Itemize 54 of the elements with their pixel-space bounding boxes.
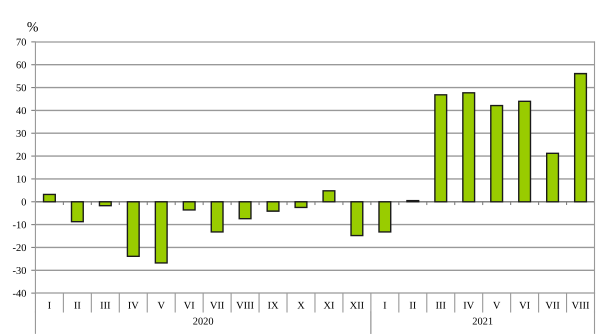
x-tick-label: II	[74, 302, 80, 309]
bar	[322, 190, 336, 202]
x-tick-label: VIII	[236, 302, 254, 309]
bar	[238, 201, 252, 220]
bar	[518, 100, 532, 202]
bar	[126, 201, 140, 258]
y-tick-label: 0	[22, 198, 26, 206]
bar	[70, 201, 84, 222]
bar	[378, 201, 392, 233]
x-tick-label: III	[100, 302, 110, 309]
bar	[574, 72, 588, 202]
y-tick-label: 60	[16, 61, 26, 68]
x-tick-label: VI	[184, 302, 194, 309]
x-tick-label: I	[383, 302, 386, 309]
x-tick-label: IV	[464, 302, 474, 309]
x-tick-label: V	[493, 302, 500, 309]
text: 2020	[193, 318, 214, 325]
bar	[350, 201, 364, 236]
y-tick-label: -20	[12, 244, 26, 252]
bar	[210, 201, 224, 233]
y-axis-title: %	[27, 22, 38, 32]
x-tick-label: VI	[519, 302, 530, 309]
y-tick-label: -40	[12, 290, 26, 297]
x-tick-label: V	[158, 302, 165, 309]
y-tick-label: 70	[16, 38, 26, 46]
y-tick-label: -10	[12, 221, 26, 228]
x-tick-label: IX	[268, 302, 278, 309]
y-tick-label: 20	[16, 152, 26, 160]
x-tick-label: I	[48, 302, 51, 309]
x-tick-label: III	[436, 302, 446, 309]
x-tick-label: XII	[350, 302, 364, 309]
y-tick-label: 10	[16, 176, 26, 183]
y-tick-label: 40	[16, 107, 26, 114]
x-tick-label: VII	[210, 302, 224, 309]
bar	[462, 92, 476, 202]
bar	[154, 201, 168, 264]
bar	[266, 201, 280, 212]
bar	[490, 104, 504, 202]
bar	[42, 194, 56, 202]
x-tick-label: XI	[324, 302, 334, 309]
bar	[434, 94, 448, 202]
bar	[182, 201, 196, 211]
y-tick-label: -30	[12, 266, 26, 274]
x-tick-label: IV	[128, 302, 139, 309]
text: 2021	[472, 318, 492, 325]
bar	[294, 201, 308, 208]
bar	[98, 201, 112, 206]
x-tick-label: II	[410, 302, 416, 309]
bar	[546, 152, 560, 202]
x-tick-label: X	[297, 302, 305, 309]
x-tick-label: VIII	[572, 302, 590, 309]
x-tick-label: VII	[545, 302, 560, 309]
y-tick-label: 50	[16, 84, 26, 92]
y-tick-label: 30	[16, 130, 26, 137]
